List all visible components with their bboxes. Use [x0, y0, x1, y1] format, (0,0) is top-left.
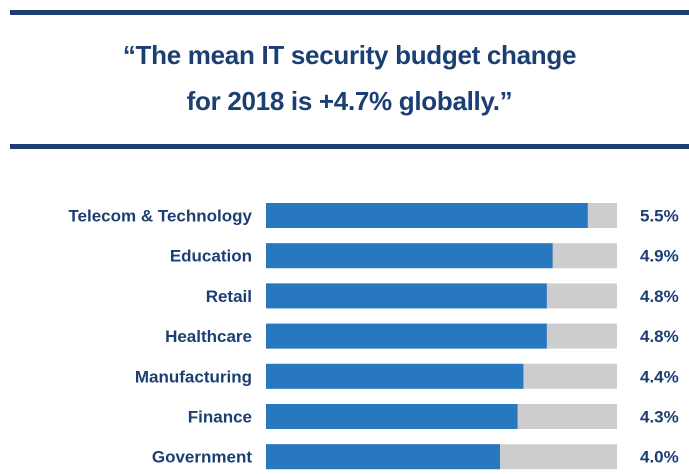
category-label: Retail	[206, 287, 252, 306]
value-label: 4.9%	[640, 247, 679, 266]
category-label: Telecom & Technology	[68, 207, 252, 226]
value-label: 4.4%	[640, 367, 679, 386]
category-label: Education	[170, 247, 252, 266]
value-label: 4.8%	[640, 327, 679, 346]
category-label: Government	[152, 448, 252, 467]
bar	[266, 323, 547, 349]
top-divider	[10, 10, 689, 15]
bar	[266, 363, 524, 389]
bar	[266, 404, 518, 429]
value-label: 4.8%	[640, 287, 679, 306]
bar	[266, 444, 500, 470]
value-label: 4.0%	[640, 448, 679, 467]
bar	[266, 243, 553, 269]
budget-change-bar-chart: Telecom & Technology 5.5% Education 4.9% Ret…	[68, 203, 679, 470]
bar	[266, 203, 588, 228]
quote-line-2: for 2018 is +4.7% globally.”	[186, 86, 513, 116]
value-label: 4.3%	[640, 408, 679, 427]
category-label: Healthcare	[165, 327, 252, 346]
bar	[266, 283, 547, 309]
bottom-divider	[10, 144, 689, 149]
value-label: 5.5%	[640, 207, 679, 226]
quote-line-1: “The mean IT security budget change	[122, 40, 577, 70]
category-label: Manufacturing	[135, 367, 252, 386]
category-label: Finance	[188, 408, 252, 427]
